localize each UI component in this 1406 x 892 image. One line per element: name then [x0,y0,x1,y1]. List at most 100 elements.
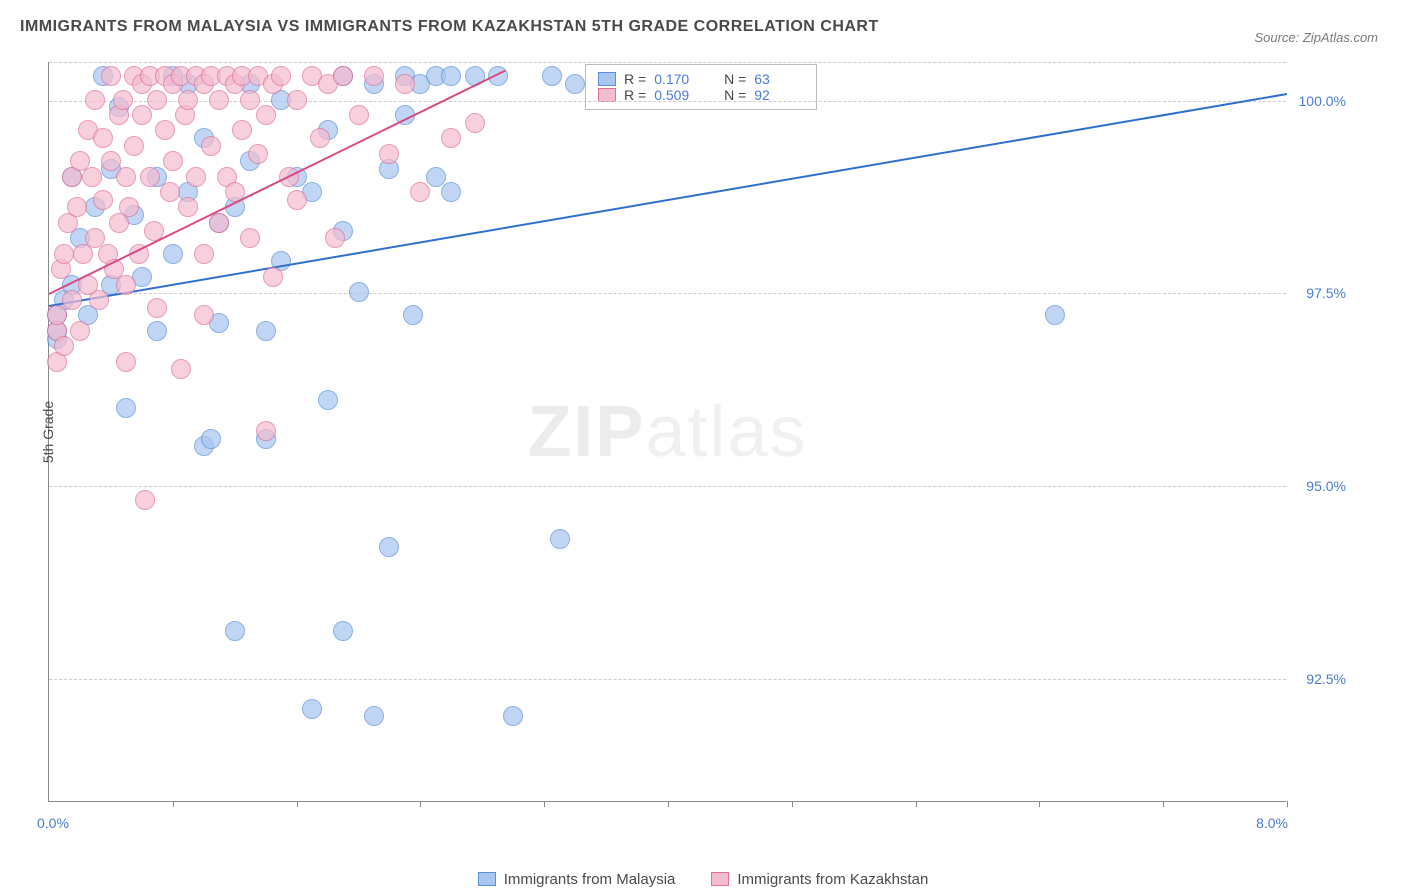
n-label: N = [724,71,746,87]
y-axis-label: 5th Grade [40,400,56,462]
legend-swatch [478,872,496,886]
scatter-point [333,621,353,641]
x-tick [544,801,545,807]
scatter-point [47,305,67,325]
series-legend: Immigrants from Malaysia Immigrants from … [0,871,1406,891]
scatter-point [116,275,136,295]
scatter-point [89,290,109,310]
scatter-point [333,66,353,86]
n-value: 63 [754,71,804,87]
scatter-point [287,90,307,110]
watermark-zip: ZIP [527,392,645,472]
gridline [49,293,1286,294]
scatter-point [441,66,461,86]
scatter-point [62,290,82,310]
scatter-point [349,105,369,125]
scatter-point [209,213,229,233]
y-tick-label: 95.0% [1306,478,1346,494]
legend-swatch [711,872,729,886]
scatter-point [116,398,136,418]
legend-item: Immigrants from Malaysia [478,871,676,888]
scatter-point [54,336,74,356]
scatter-point [240,90,260,110]
scatter-point [395,74,415,94]
scatter-point [171,359,191,379]
y-tick-label: 92.5% [1306,671,1346,687]
scatter-point [116,167,136,187]
scatter-point [441,128,461,148]
scatter-point [248,144,268,164]
x-tick [1039,801,1040,807]
scatter-point [271,66,291,86]
scatter-point [124,136,144,156]
scatter-point [93,190,113,210]
scatter-point [287,190,307,210]
scatter-point [550,529,570,549]
scatter-point [379,144,399,164]
scatter-point [147,298,167,318]
scatter-point [54,244,74,264]
x-tick [792,801,793,807]
scatter-point [256,321,276,341]
scatter-point [1045,305,1065,325]
scatter-point [232,120,252,140]
scatter-point [82,167,102,187]
scatter-point [135,490,155,510]
scatter-point [70,321,90,341]
correlation-stats-box: R = 0.170 N = 63R = 0.509 N = 92 [585,64,817,110]
r-label: R = [624,71,646,87]
scatter-point [240,228,260,248]
scatter-point [163,151,183,171]
scatter-point [225,621,245,641]
scatter-point [256,421,276,441]
x-tick [297,801,298,807]
scatter-point [194,244,214,264]
scatter-point [194,305,214,325]
y-tick-label: 100.0% [1299,93,1346,109]
chart-title: IMMIGRANTS FROM MALAYSIA VS IMMIGRANTS F… [0,0,1406,36]
scatter-point [403,305,423,325]
x-tick [173,801,174,807]
scatter-point [201,136,221,156]
scatter-point [119,197,139,217]
scatter-point [302,699,322,719]
stats-row: R = 0.170 N = 63 [598,71,804,87]
scatter-point [101,66,121,86]
scatter-point [349,282,369,302]
scatter-point [178,197,198,217]
scatter-point [256,105,276,125]
scatter-point [379,537,399,557]
legend-item: Immigrants from Kazakhstan [711,871,928,888]
scatter-point [163,244,183,264]
chart-area: ZIPatlas 5th Grade 0.0% 8.0% R = 0.170 N… [48,62,1336,802]
scatter-point [364,706,384,726]
scatter-point [93,128,113,148]
scatter-point [364,66,384,86]
legend-label: Immigrants from Malaysia [504,871,676,888]
scatter-point [263,267,283,287]
scatter-point [318,390,338,410]
scatter-point [542,66,562,86]
scatter-point [565,74,585,94]
scatter-point [209,90,229,110]
gridline [49,486,1286,487]
x-tick [420,801,421,807]
scatter-point [67,197,87,217]
gridline [49,679,1286,680]
x-axis-max-label: 8.0% [1256,815,1288,831]
watermark-atlas: atlas [645,392,807,472]
source-attribution: Source: ZipAtlas.com [1254,30,1378,45]
scatter-point [113,90,133,110]
gridline [49,101,1286,102]
legend-label: Immigrants from Kazakhstan [737,871,928,888]
scatter-point [155,120,175,140]
x-tick [1163,801,1164,807]
y-tick-label: 97.5% [1306,285,1346,301]
r-value: 0.170 [654,71,704,87]
plot-region: ZIPatlas 5th Grade 0.0% 8.0% R = 0.170 N… [48,62,1286,802]
scatter-point [116,352,136,372]
scatter-point [147,321,167,341]
scatter-point [178,90,198,110]
scatter-point [101,151,121,171]
watermark: ZIPatlas [527,391,807,473]
